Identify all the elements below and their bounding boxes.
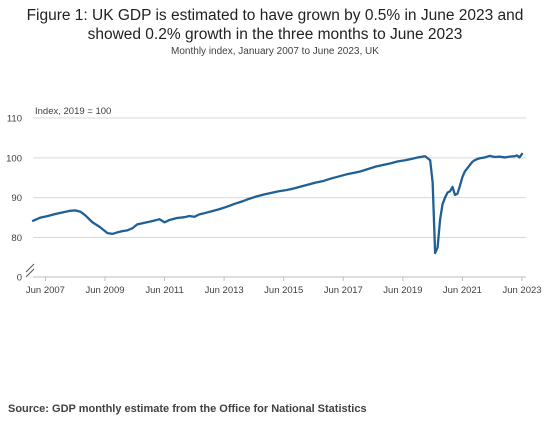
series-line-gdp-index (31, 152, 524, 255)
x-tick-label-2019: Jun 2019 (383, 285, 422, 296)
x-tick-label-2021: Jun 2021 (443, 285, 482, 296)
source-note: Source: GDP monthly estimate from the Of… (8, 403, 367, 415)
y-tick-label-90: 90 (11, 193, 22, 204)
x-tick-label-2015: Jun 2015 (264, 285, 303, 296)
chart-title-line-2: showed 0.2% growth in the three months t… (87, 26, 463, 43)
y-tick-label-0: 0 (17, 273, 22, 284)
chart-title: Figure 1: UK GDP is estimated to have gr… (0, 6, 550, 44)
x-tick-label-2011: Jun 2011 (145, 285, 183, 296)
x-tick-label-2007: Jun 2007 (26, 285, 65, 296)
x-tick-label-2023: Jun 2023 (502, 285, 541, 296)
x-tick-label-2013: Jun 2013 (205, 285, 244, 296)
chart-title-line-1: Figure 1: UK GDP is estimated to have gr… (26, 7, 524, 24)
y-axis-title: Index, 2019 = 100 (35, 106, 111, 117)
y-tick-label-100: 100 (6, 153, 22, 164)
x-tick-label-2009: Jun 2009 (85, 285, 124, 296)
x-tick-label-2017: Jun 2017 (324, 285, 363, 296)
axis-break-icon (25, 263, 35, 278)
y-tick-label-80: 80 (11, 233, 22, 244)
y-tick-label-110: 110 (7, 114, 22, 125)
chart-subtitle: Monthly index, January 2007 to June 2023… (171, 46, 379, 57)
